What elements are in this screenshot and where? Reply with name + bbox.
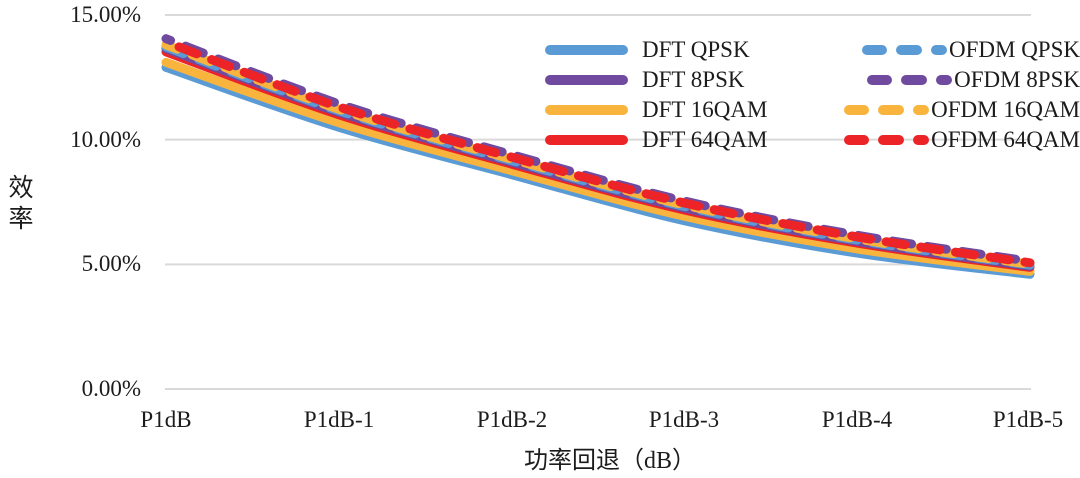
series-line-dft-16qam [161,57,1035,276]
series-line-ofdm-64qam [161,37,1035,268]
legend-swatch-solid-line [545,105,628,115]
swatch-dash [861,45,887,55]
y-tick-15: 15.00% [70,2,141,27]
legend-label: OFDM 16QAM [931,97,1080,122]
legend-swatch-solid-line [545,135,628,145]
x-tick-p1db-5: P1dB-5 [992,407,1064,432]
legend-swatch-solid-line [545,45,628,55]
swatch-bar [545,75,628,85]
swatch-dash [895,45,922,55]
legend-swatch-dashed-line [861,45,947,55]
swatch-dash [844,105,870,115]
legend-label: OFDM 8PSK [954,67,1080,92]
legend-swatch-solid-line [545,75,628,85]
legend-item-dft-16qam: DFT 16QAM [545,97,767,123]
y-tick-0: 0.00% [81,376,141,401]
legend-row: DFT 8PSK OFDM 8PSK [545,65,1080,95]
swatch-bar [545,135,628,145]
legend-row: DFT QPSK OFDM QPSK [545,35,1080,65]
y-axis-title: 效率 [8,175,34,233]
legend-swatch-dashed-line [844,105,930,115]
swatch-dash [936,75,953,85]
swatch-dash [913,135,930,145]
x-axis-title: 功率回退（dB） [523,448,696,474]
swatch-bar [545,45,628,55]
legend-label: DFT QPSK [642,37,750,62]
legend-item-ofdm-qpsk: OFDM QPSK [861,37,1080,63]
swatch-dash [930,45,947,55]
swatch-dash [878,135,905,145]
swatch-bar [545,105,628,115]
swatch-dash [913,105,930,115]
legend-item-ofdm-64qam: OFDM 64QAM [844,127,1080,153]
swatch-dash [844,135,870,145]
legend-row: DFT 16QAM OFDM 16QAM [545,95,1080,125]
legend-item-dft-8psk: DFT 8PSK [545,67,744,93]
legend-label: OFDM QPSK [948,37,1080,62]
legend-item-dft-64qam: DFT 64QAM [545,127,767,153]
swatch-dash [901,75,928,85]
legend-item-dft-qpsk: DFT QPSK [545,37,750,63]
y-tick-5: 5.00% [81,251,141,276]
swatch-dash [878,105,905,115]
legend-label: DFT 16QAM [642,97,768,122]
x-tick-p1db-4: P1dB-4 [821,407,893,432]
legend-item-ofdm-16qam: OFDM 16QAM [844,97,1080,123]
legend-label: DFT 8PSK [642,67,745,92]
legend: DFT QPSK OFDM QPSK DFT 8PSK OFDM 8PSK DF… [545,35,1080,155]
x-tick-p1db: P1dB [140,407,192,432]
legend-item-ofdm-8psk: OFDM 8PSK [867,67,1080,93]
y-tick-10: 10.00% [70,127,141,152]
swatch-dash [867,75,893,85]
x-tick-p1db-2: P1dB-2 [476,407,548,432]
legend-swatch-dashed-line [867,75,953,85]
legend-label: DFT 64QAM [642,127,768,152]
legend-label: OFDM 64QAM [931,127,1080,152]
x-tick-p1db-1: P1dB-1 [303,407,375,432]
legend-swatch-dashed-line [844,135,930,145]
x-tick-p1db-3: P1dB-3 [648,407,720,432]
legend-row: DFT 64QAM OFDM 64QAM [545,125,1080,155]
